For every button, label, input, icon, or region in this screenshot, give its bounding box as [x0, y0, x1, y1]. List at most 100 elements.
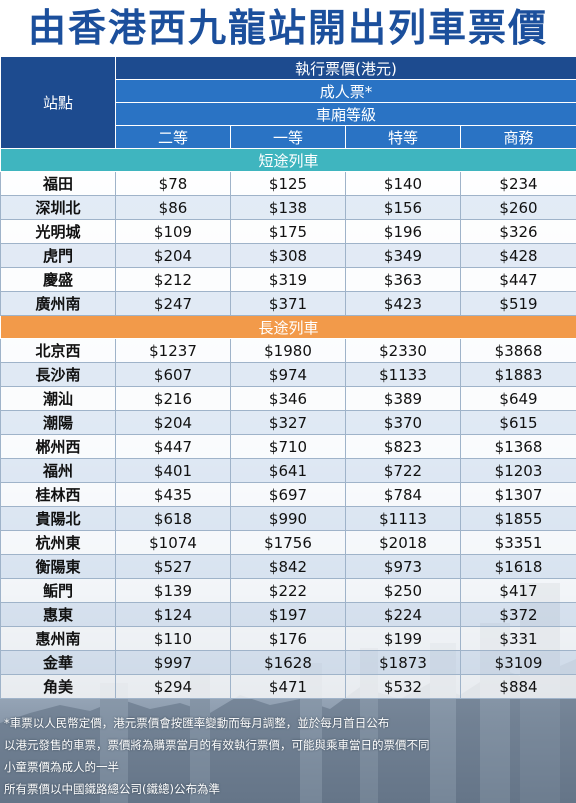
fare-cell: $204 — [115, 243, 231, 268]
fare-cell: $3351 — [459, 530, 576, 555]
long-haul-section-header: 長途列車 — [0, 315, 576, 339]
fare-cell: $212 — [115, 267, 231, 292]
short-haul-body: 短途列車 福田 $78 $125 $140 $234 深圳北 $86 $138 … — [0, 148, 576, 316]
fare-cell: $990 — [230, 506, 346, 531]
fare-cell: $199 — [345, 626, 461, 651]
fare-cell: $1237 — [115, 338, 231, 363]
fare-cell: $372 — [459, 602, 576, 627]
fare-cell: $247 — [115, 291, 231, 316]
fare-cell: $125 — [230, 171, 346, 196]
fare-cell: $641 — [230, 458, 346, 483]
station-name: 廣州南 — [0, 291, 116, 316]
fare-cell: $447 — [115, 434, 231, 459]
table-row: 光明城 $109 $175 $196 $326 — [0, 219, 576, 244]
station-name: 角美 — [0, 674, 116, 699]
fare-cell: $1133 — [345, 362, 461, 387]
station-name: 金華 — [0, 650, 116, 675]
station-name: 虎門 — [0, 243, 116, 268]
table-row: 福田 $78 $125 $140 $234 — [0, 171, 576, 196]
fare-cell: $428 — [459, 243, 576, 268]
fare-cell: $224 — [345, 602, 461, 627]
station-name: 惠州南 — [0, 626, 116, 651]
fare-cell: $417 — [459, 578, 576, 603]
fare-cell: $197 — [230, 602, 346, 627]
fare-cell: $349 — [345, 243, 461, 268]
station-name: 光明城 — [0, 219, 116, 244]
fare-cell: $649 — [459, 386, 576, 411]
fare-cell: $1618 — [459, 554, 576, 579]
class-second: 二等 — [115, 125, 231, 149]
fare-cell: $1203 — [459, 458, 576, 483]
fare-cell: $222 — [230, 578, 346, 603]
fare-cell: $234 — [459, 171, 576, 196]
fare-cell: $401 — [115, 458, 231, 483]
fare-table: 站點 執行票價(港元) 成人票* 車廂等級 二等 一等 特等 商務 短途列車 福… — [0, 56, 576, 699]
fare-cell: $389 — [345, 386, 461, 411]
class-business: 商務 — [459, 125, 576, 149]
fare-cell: $331 — [459, 626, 576, 651]
fare-cell: $1113 — [345, 506, 461, 531]
station-name: 貴陽北 — [0, 506, 116, 531]
table-row: 桂林西 $435 $697 $784 $1307 — [0, 482, 576, 507]
fare-cell: $124 — [115, 602, 231, 627]
fare-cell: $1980 — [230, 338, 346, 363]
station-name: 深圳北 — [0, 195, 116, 220]
footnote-line: *車票以人民幣定價，港元票價會按匯率變動而每月調整，並於每月首日公布 — [4, 716, 390, 730]
table-row: 潮汕 $216 $346 $389 $649 — [0, 386, 576, 411]
fare-cell: $974 — [230, 362, 346, 387]
fare-cell: $471 — [230, 674, 346, 699]
fare-cell: $216 — [115, 386, 231, 411]
station-name: 潮汕 — [0, 386, 116, 411]
fare-cell: $346 — [230, 386, 346, 411]
fare-cell: $1873 — [345, 650, 461, 675]
fare-cell: $618 — [115, 506, 231, 531]
fare-cell: $519 — [459, 291, 576, 316]
fare-cell: $176 — [230, 626, 346, 651]
fare-cell: $1883 — [459, 362, 576, 387]
fare-cell: $784 — [345, 482, 461, 507]
price-header: 執行票價(港元) — [114, 56, 576, 80]
fare-cell: $447 — [459, 267, 576, 292]
fare-cell: $294 — [115, 674, 231, 699]
fare-cell: $1855 — [459, 506, 576, 531]
footnote-line: 所有票價以中國鐵路總公司(鐵總)公布為準 — [4, 782, 220, 796]
station-name: 鲘門 — [0, 578, 116, 603]
fare-cell: $697 — [230, 482, 346, 507]
station-name: 潮陽 — [0, 410, 116, 435]
fare-cell: $842 — [230, 554, 346, 579]
table-row: 惠州南 $110 $176 $199 $331 — [0, 626, 576, 651]
class-premium: 特等 — [345, 125, 461, 149]
fare-cell: $1368 — [459, 434, 576, 459]
fare-cell: $196 — [345, 219, 461, 244]
fare-cell: $260 — [459, 195, 576, 220]
table-row: 郴州西 $447 $710 $823 $1368 — [0, 434, 576, 459]
station-name: 慶盛 — [0, 267, 116, 292]
station-name: 長沙南 — [0, 362, 116, 387]
station-name: 北京西 — [0, 338, 116, 363]
table-row: 衡陽東 $527 $842 $973 $1618 — [0, 554, 576, 579]
page-title: 由香港西九龍站開出列車票價 — [27, 6, 548, 50]
table-row: 廣州南 $247 $371 $423 $519 — [0, 291, 576, 316]
fare-cell: $532 — [345, 674, 461, 699]
fare-cell: $308 — [230, 243, 346, 268]
fare-cell: $2018 — [345, 530, 461, 555]
fare-cell: $204 — [115, 410, 231, 435]
adult-ticket-header: 成人票* — [114, 79, 576, 103]
table-row: 深圳北 $86 $138 $156 $260 — [0, 195, 576, 220]
fare-cell: $1307 — [459, 482, 576, 507]
long-haul-body: 長途列車 北京西 $1237 $1980 $2330 $3868 長沙南 $60… — [0, 315, 576, 699]
short-haul-section-header: 短途列車 — [0, 148, 576, 172]
table-row: 角美 $294 $471 $532 $884 — [0, 674, 576, 699]
table-row: 慶盛 $212 $319 $363 $447 — [0, 267, 576, 292]
table-row: 潮陽 $204 $327 $370 $615 — [0, 410, 576, 435]
table-row: 虎門 $204 $308 $349 $428 — [0, 243, 576, 268]
fare-cell: $1074 — [115, 530, 231, 555]
table-row: 惠東 $124 $197 $224 $372 — [0, 602, 576, 627]
station-name: 福州 — [0, 458, 116, 483]
fare-cell: $3868 — [459, 338, 576, 363]
fare-cell: $327 — [230, 410, 346, 435]
fare-cell: $86 — [115, 195, 231, 220]
fare-cell: $370 — [345, 410, 461, 435]
fare-cell: $140 — [345, 171, 461, 196]
